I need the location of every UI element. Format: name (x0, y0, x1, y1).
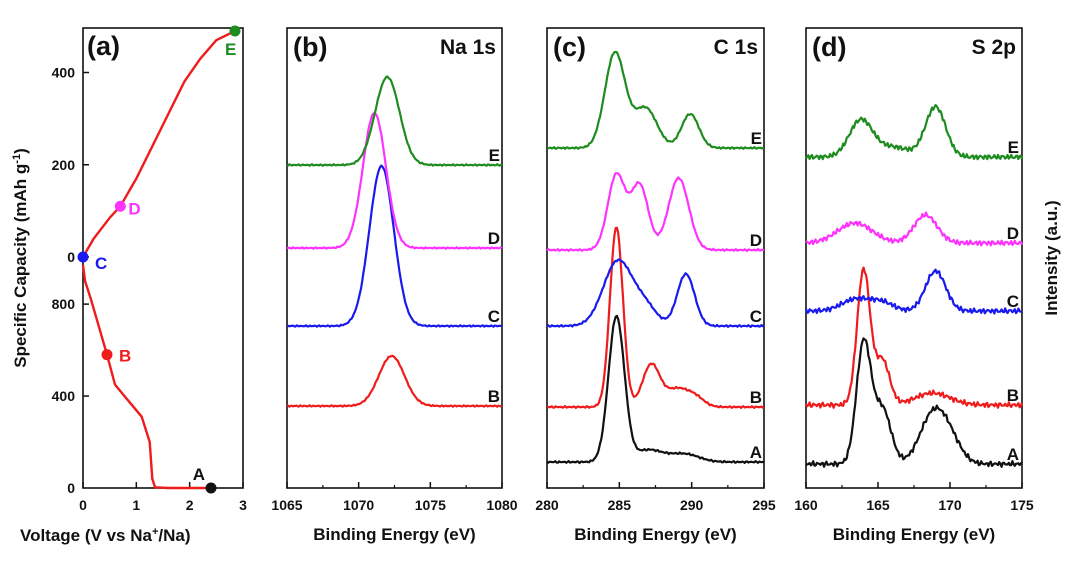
state-label-d: D (128, 199, 140, 218)
x-axis-label: Voltage (V vs Na+/Na) (20, 526, 191, 545)
series-label-c: C (488, 307, 500, 326)
x-tick-label: 1 (132, 497, 140, 513)
series-label-c: C (750, 307, 762, 326)
y-axis-label-main: Specific Capacity (mAh g (11, 164, 30, 368)
x-tick-label: 290 (680, 497, 704, 513)
state-label-b: B (119, 347, 131, 366)
x-tick-label: 1080 (486, 497, 517, 513)
y-tick-label: 400 (52, 65, 76, 81)
state-point-e (229, 25, 241, 37)
spectrum-b (546, 226, 765, 410)
state-point-b (101, 349, 113, 361)
spectrum-d (546, 172, 765, 252)
series-label-e: E (489, 146, 500, 165)
spectrum-c (546, 258, 765, 328)
state-label-c: C (95, 254, 107, 273)
panel-title: S 2p (972, 36, 1016, 59)
series-label-e: E (1008, 138, 1019, 157)
panel-b: 1065 1070 1075 1080 B C D E (b) Na 1s Binding Ener… (271, 27, 518, 544)
y-tick-label: 400 (52, 388, 76, 404)
x-tick-label: 1075 (415, 497, 446, 513)
panel-a: 0 1 2 3 0 200 400 400 800 0 A B C D E (a) Voltage (V vs … (11, 25, 247, 545)
state-point-d (114, 200, 126, 212)
panel-title: C 1s (714, 36, 758, 59)
panel-title: Na 1s (440, 36, 496, 59)
spectrum-e (805, 104, 1024, 161)
x-axis-label: Binding Energy (eV) (833, 525, 995, 544)
x-tick-label: 285 (608, 497, 632, 513)
spectrum-a (805, 337, 1023, 468)
x-axis-label: Binding Energy (eV) (574, 525, 736, 544)
panel-d: 160 165 170 175 A B C D E (d) S 2p Binding Energy (… (794, 27, 1061, 544)
x-tick-label: 280 (535, 497, 559, 513)
x-tick-label: 170 (938, 497, 962, 513)
y-axis-label-end: ) (11, 148, 30, 154)
y-tick-label: 0 (67, 249, 75, 265)
spectrum-b (286, 354, 503, 408)
x-tick-label: 295 (752, 497, 776, 513)
panel-label: (b) (293, 32, 327, 62)
y-tick-label: 200 (52, 157, 76, 173)
series-label-d: D (750, 231, 762, 250)
state-label-e: E (225, 40, 236, 59)
x-tick-label: 1065 (271, 497, 302, 513)
x-axis-label: Binding Energy (eV) (313, 525, 475, 544)
panel-c: 280 285 290 295 A B C D E (c) C 1s Binding Energy (… (535, 27, 776, 544)
spectrum-d (287, 112, 503, 250)
state-point-c (77, 251, 89, 263)
plot-frame (286, 27, 503, 489)
series-label-c: C (1007, 292, 1019, 311)
state-point-a (205, 482, 217, 494)
spectrum-e (546, 50, 765, 150)
state-label-a: A (193, 465, 205, 484)
spectrum-c (804, 268, 1023, 315)
panel-label: (d) (812, 32, 846, 62)
x-tick-label: 165 (866, 497, 890, 513)
spectrum-c (287, 164, 503, 328)
charge-curve (81, 29, 236, 258)
spectrum-b (805, 266, 1024, 409)
series-label-d: D (488, 229, 500, 248)
x-tick-label: 175 (1010, 497, 1034, 513)
discharge-curve (81, 264, 211, 490)
x-axis-label-sup: + (152, 526, 158, 538)
x-axis-label-main: Voltage (V vs Na (20, 526, 152, 545)
series-label-a: A (1007, 445, 1019, 464)
y-tick-label: 0 (67, 480, 75, 496)
spectrum-a (546, 314, 765, 465)
panel-label: (c) (553, 32, 586, 62)
series-label-a: A (750, 443, 762, 462)
x-tick-label: 2 (186, 497, 194, 513)
series-label-b: B (488, 387, 500, 406)
series-label-b: B (750, 388, 762, 407)
spectrum-e (286, 75, 503, 167)
series-label-e: E (751, 129, 762, 148)
y-axis-label-intensity: Intensity (a.u.) (1042, 200, 1061, 315)
y-axis-label-sup: -1 (11, 154, 23, 164)
series-label-d: D (1007, 224, 1019, 243)
series-label-b: B (1007, 386, 1019, 405)
x-tick-label: 0 (79, 497, 87, 513)
panel-label-a: (a) (87, 31, 120, 61)
y-tick-label: 800 (52, 296, 76, 312)
y-axis-label: Specific Capacity (mAh g-1) (11, 148, 30, 368)
x-tick-label: 1070 (343, 497, 374, 513)
plot-frame (805, 27, 1023, 489)
x-tick-label: 3 (239, 497, 247, 513)
x-axis-label-end: /Na) (158, 526, 190, 545)
plot-frame (546, 27, 765, 489)
spectrum-d (805, 211, 1024, 247)
x-tick-label: 160 (794, 497, 818, 513)
